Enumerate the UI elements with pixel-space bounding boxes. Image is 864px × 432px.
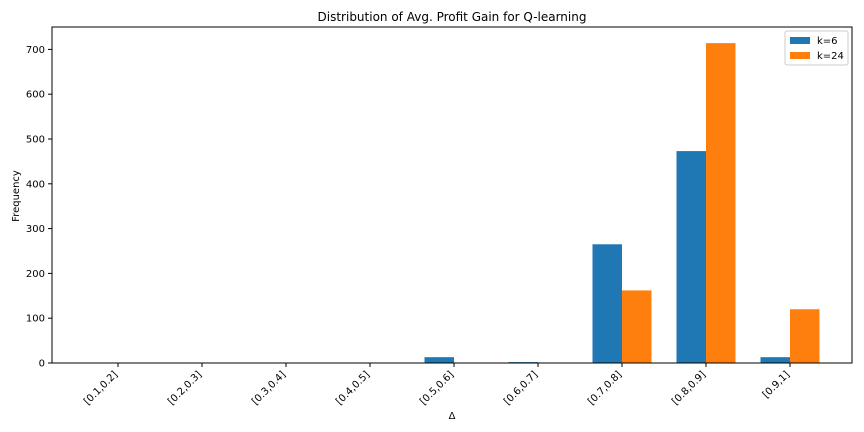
y-tick-label-6: 600 [26,90,45,101]
x-tick-label-7: [0.8,0.9] [670,369,708,407]
y-tick-label-3: 300 [26,224,45,235]
bars-group [424,43,820,364]
x-axis-label: Δ [449,411,456,422]
x-tick-label-1: [0.2,0.3] [166,369,204,407]
bar-k=6-8 [760,357,790,363]
x-ticks-group: [0.1,0.2] [0.2,0.3] [0.3,0.4] [0.4,0.5] [0.5… [82,363,792,407]
x-tick-label-5: [0.6,0.7] [502,369,540,407]
x-tick-label-4: [0.5,0.6] [418,369,456,407]
y-tick-label-2: 200 [26,269,45,280]
bar-k=6-4 [424,357,454,363]
y-tick-label-1: 100 [26,314,45,325]
y-tick-label-5: 500 [26,135,45,146]
legend: k=6 k=24 [784,30,849,66]
plot-frame [51,26,853,364]
x-tick-label-8: [0.9,1] [761,369,792,400]
chart-title: Distribution of Avg. Profit Gain for Q-l… [318,10,587,24]
bar-k=6-7 [676,151,706,363]
bar-k=24-8 [790,309,820,363]
bar-k=6-6 [592,244,622,363]
x-tick-label-3: [0.4,0.5] [334,369,372,407]
y-tick-label-7: 700 [26,45,45,56]
legend-label-0: k=6 [817,36,838,47]
legend-swatch-0 [790,37,810,44]
y-ticks-group: 0 100 200 300 400 500 600 700 [26,45,52,370]
x-tick-label-6: [0.7,0.8] [586,369,624,407]
legend-swatch-1 [790,52,810,59]
x-tick-label-0: [0.1,0.2] [82,369,120,407]
y-tick-label-4: 400 [26,179,45,190]
y-axis-label: Frequency [11,170,22,222]
legend-label-1: k=24 [817,51,844,62]
y-tick-label-0: 0 [39,359,45,370]
bar-k=24-7 [706,43,736,364]
x-tick-label-2: [0.3,0.4] [250,369,288,407]
bar-k=24-6 [622,290,652,363]
